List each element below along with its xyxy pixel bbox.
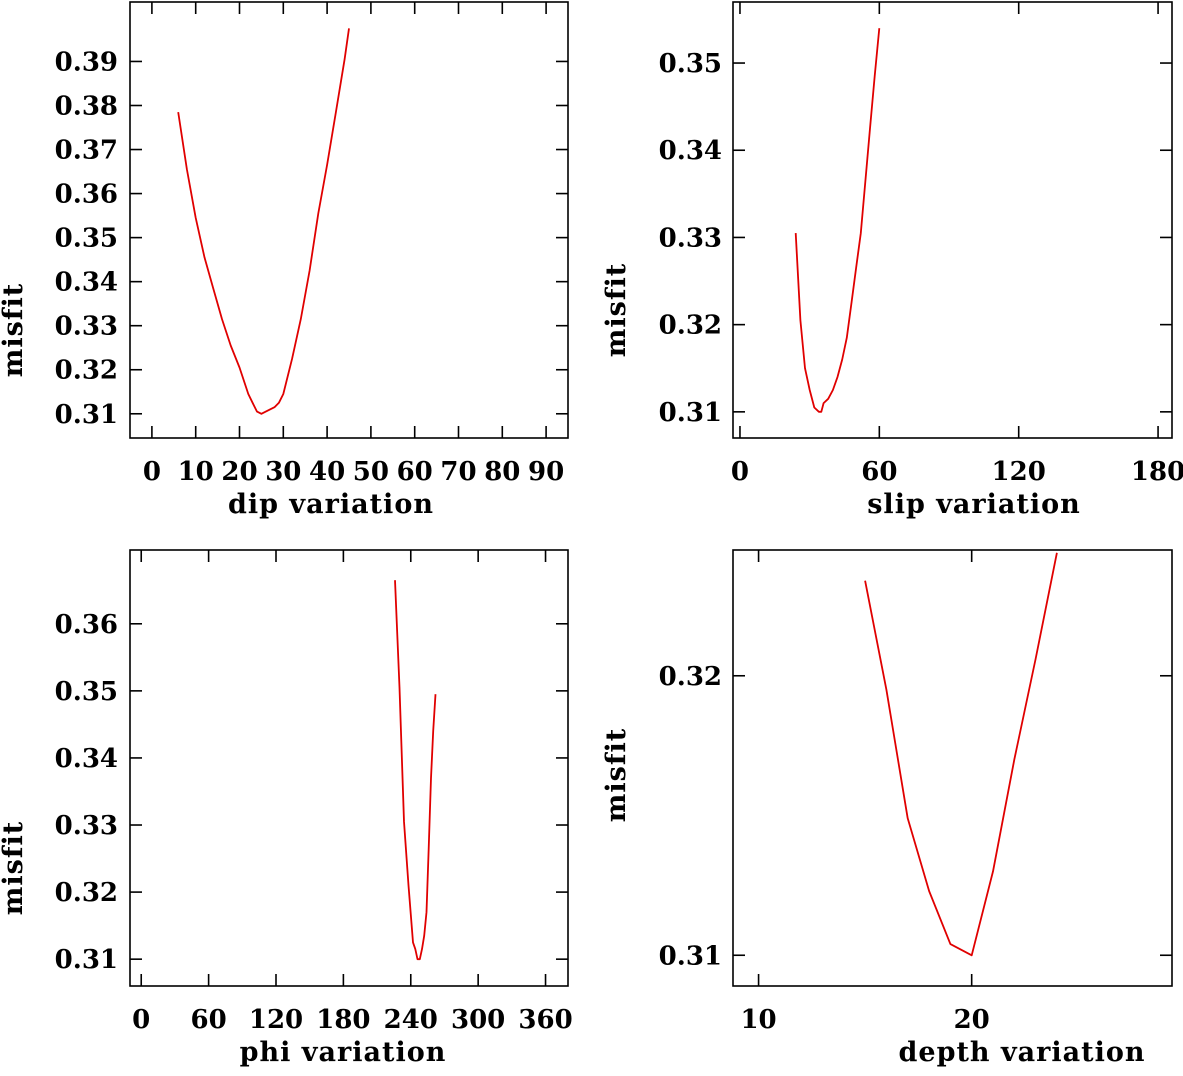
series-line-depth <box>864 552 1058 957</box>
y-tick-label: 0.32 <box>55 356 118 386</box>
x-tick-label: 0 <box>143 457 161 487</box>
plot-frame-depth <box>732 549 1173 987</box>
x-tick-label: 60 <box>861 457 897 487</box>
y-tick-label: 0.39 <box>55 47 118 77</box>
x-axis-label: slip variation <box>867 489 1081 520</box>
y-tick-label: 0.34 <box>659 136 722 166</box>
plot-frame-dip <box>129 1 569 439</box>
panel-slip: 0.31 0.32 0.33 0.34 0.35 0 60 120 180 slip variat… <box>601 1 1183 520</box>
y-tick-label: 0.31 <box>55 945 118 975</box>
y-tick-label: 0.33 <box>659 223 722 253</box>
plot-frame-phi <box>129 549 569 987</box>
x-tick-label: 10 <box>178 457 214 487</box>
x-tick-label: 240 <box>384 1005 438 1035</box>
x-axis-label: phi variation <box>240 1037 447 1068</box>
series-line-phi <box>394 580 437 961</box>
y-tick-label: 0.35 <box>55 677 118 707</box>
x-tick-label: 50 <box>353 457 389 487</box>
y-axis-label: misfit <box>0 821 29 915</box>
x-tick-label: 70 <box>440 457 476 487</box>
y-tick-label: 0.34 <box>55 744 118 774</box>
y-tick-label: 0.33 <box>55 811 118 841</box>
y-tick-label: 0.38 <box>55 91 118 121</box>
series-line-slip <box>794 28 881 413</box>
x-tick-label: 120 <box>992 457 1046 487</box>
x-tick-label: 180 <box>1131 457 1183 487</box>
x-tick-label: 80 <box>484 457 520 487</box>
y-tick-label: 0.31 <box>659 398 722 428</box>
y-axis-label: misfit <box>0 283 29 377</box>
y-tick-label: 0.35 <box>659 49 722 79</box>
y-tick-label: 0.31 <box>55 400 118 430</box>
series-line-dip <box>177 28 350 415</box>
x-tick-label: 0 <box>132 1005 150 1035</box>
x-tick-label: 90 <box>528 457 564 487</box>
y-tick-label: 0.35 <box>55 224 118 254</box>
x-tick-label: 10 <box>740 1005 776 1035</box>
y-tick-label: 0.32 <box>55 878 118 908</box>
y-axis-label: misfit <box>601 728 632 822</box>
y-tick-label: 0.36 <box>55 610 118 640</box>
x-axis-label: depth variation <box>899 1037 1146 1068</box>
y-tick-label: 0.36 <box>55 180 118 210</box>
x-tick-label: 300 <box>451 1005 505 1035</box>
x-tick-label: 360 <box>518 1005 572 1035</box>
y-tick-label: 0.32 <box>659 311 722 341</box>
x-axis-label: dip variation <box>228 489 434 520</box>
x-tick-label: 40 <box>309 457 345 487</box>
x-tick-label: 120 <box>249 1005 303 1035</box>
y-tick-label: 0.33 <box>55 312 118 342</box>
y-tick-label: 0.37 <box>55 136 118 166</box>
x-tick-label: 0 <box>731 457 749 487</box>
panel-phi: 0.31 0.32 0.33 0.34 0.35 0.36 0 60 120 180 240 300 3… <box>0 549 573 1068</box>
x-tick-label: 20 <box>221 457 257 487</box>
y-tick-label: 0.34 <box>55 268 118 298</box>
x-tick-label: 60 <box>397 457 433 487</box>
plot-frame-slip <box>732 1 1173 439</box>
x-tick-label: 60 <box>191 1005 227 1035</box>
panel-dip: 0.31 0.32 0.33 0.34 0.35 0.36 0.37 0.38 0.39 0 10 2… <box>0 1 569 520</box>
y-tick-label: 0.31 <box>659 941 722 971</box>
x-tick-label: 30 <box>265 457 301 487</box>
y-tick-label: 0.32 <box>659 662 722 692</box>
x-tick-label: 180 <box>316 1005 370 1035</box>
y-axis-label: misfit <box>601 263 632 357</box>
x-tick-label: 20 <box>954 1005 990 1035</box>
